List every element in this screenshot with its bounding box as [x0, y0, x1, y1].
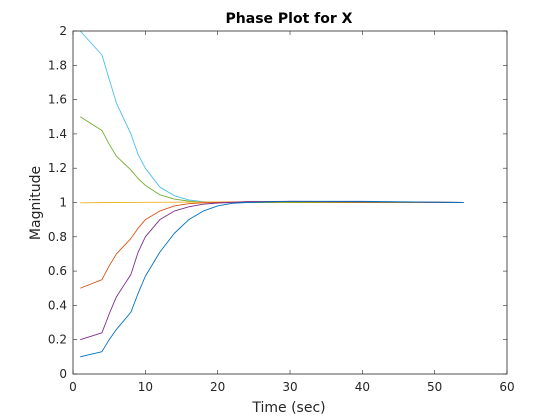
y-tick-label: 0.4: [48, 298, 67, 312]
x-tick-label: 60: [499, 380, 514, 394]
x-tick-label: 10: [138, 380, 153, 394]
y-tick-label: 1.6: [48, 93, 67, 107]
y-axis-label: Magnitude: [28, 166, 44, 240]
series-line-4: [80, 201, 464, 289]
series-line-5: [80, 200, 464, 341]
series-line-1: [79, 30, 464, 203]
ticks-layer: 0 10 20 30 40 50 60 0 0.2 0.4 0.6 0.8 1 1.2 1.4 1.6 1.8 2: [48, 24, 515, 394]
y-tick-label: 2: [59, 24, 67, 38]
y-tick-label: 0.6: [48, 264, 67, 278]
series-layer: [79, 30, 464, 358]
x-tick-label: 40: [355, 380, 370, 394]
y-tick-label: 0.8: [48, 230, 67, 244]
x-axis-label: Time (sec): [251, 400, 325, 416]
series-line-2: [79, 116, 464, 203]
chart-title: Phase Plot for X: [226, 11, 353, 27]
y-tick-label: 1.8: [48, 58, 67, 72]
x-tick-label: 0: [69, 380, 77, 394]
y-tick-label: 1.2: [48, 161, 67, 175]
x-tick-label: 50: [427, 380, 442, 394]
y-tick-label: 1.4: [48, 127, 67, 141]
x-tick-label: 30: [282, 380, 297, 394]
plot-area-box: [72, 30, 508, 375]
y-tick-label: 0.2: [48, 333, 67, 347]
series-line-6: [80, 200, 464, 358]
y-tick-label: 0: [59, 367, 67, 381]
y-tick-label: 1: [59, 196, 67, 210]
x-tick-label: 20: [210, 380, 225, 394]
